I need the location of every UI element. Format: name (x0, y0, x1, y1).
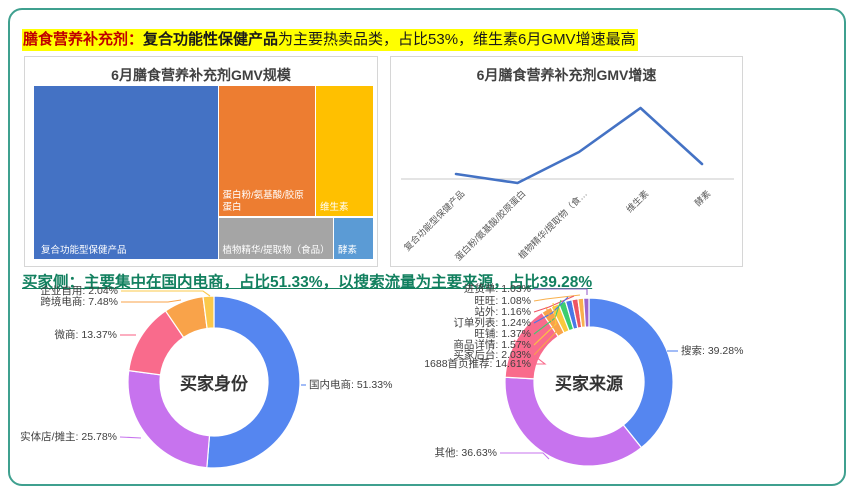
slice-label: 订单列表: 1.24% (453, 316, 531, 329)
slice-label: 企业自用: 2.04% (40, 284, 118, 297)
treemap-block: 酵素 (334, 218, 373, 259)
headline-highlight: 膳食营养补充剂：复合功能性保健产品为主要热卖品类，占比53%，维生素6月GMV增… (22, 29, 638, 51)
treemap-block: 植物精华/提取物（食品） (218, 218, 333, 259)
slice-label: 进货单: 1.03% (463, 282, 531, 295)
headline-rest: 为主要热卖品类，占比53%，维生素6月GMV增速最高 (278, 31, 636, 48)
slice-label: 买家后台: 2.03% (453, 348, 531, 361)
treemap-block: 复合功能型保健产品 (34, 86, 218, 259)
gmv-growth-line (454, 106, 704, 185)
slice-label: 国内电商: 51.33% (309, 378, 393, 391)
line-chart-panel: 6月膳食营养补充剂GMV增速 复合功能型保健产品 蛋白粉/氨基酸/胶原蛋白 植物精华… (390, 56, 743, 267)
headline-gmv-summary: 膳食营养补充剂：复合功能性保健产品为主要热卖品类，占比53%，维生素6月GMV增… (22, 28, 638, 51)
slice-label: 微商: 13.37% (54, 328, 117, 341)
donut-left-center-title: 买家身份 (180, 374, 248, 394)
treemap-block-label: 维生素 (320, 201, 349, 213)
headline-buyer-summary: 买家侧：主要集中在国内电商，占比51.33%，以搜索流量为主要来源，占比39.2… (22, 274, 593, 291)
treemap-panel: 6月膳食营养补充剂GMV规模 复合功能型保健产品 蛋白粉/氨基酸/胶原蛋白 维生素植… (24, 56, 378, 267)
headline-emphasis: 复合功能性保健产品 (143, 31, 279, 48)
treemap-block-label: 蛋白粉/氨基酸/胶原蛋白 (222, 190, 304, 213)
slice-label: 搜索: 39.28% (681, 344, 744, 357)
treemap-block-label: 复合功能型保健产品 (41, 244, 127, 256)
line-chart-svg (401, 106, 734, 185)
treemap-block: 维生素 (316, 86, 373, 216)
slice-label: 商品详情: 1.57% (453, 338, 531, 351)
line-chart-title: 6月膳食营养补充剂GMV增速 (476, 67, 657, 83)
treemap-block-label: 酵素 (338, 244, 358, 256)
treemap-chart: 复合功能型保健产品 蛋白粉/氨基酸/胶原蛋白 维生素植物精华/提取物（食品） 酵素 (25, 57, 377, 266)
slice-label: 1688首页推荐: 14.61% (424, 357, 531, 370)
slice-label: 站外: 1.16% (474, 305, 531, 318)
slice-label: 旺铺: 1.37% (474, 327, 531, 340)
treemap-title: 6月膳食营养补充剂GMV规模 (111, 67, 291, 83)
donut-right-center-title: 买家来源 (555, 374, 623, 394)
treemap-block: 蛋白粉/氨基酸/胶原蛋白 (218, 86, 315, 216)
slice-label: 跨境电商: 7.48% (40, 295, 118, 308)
slice-label: 实体店/摊主: 25.78% (20, 430, 117, 443)
treemap-block-label: 植物精华/提取物（食品） (222, 244, 330, 256)
slice-label: 旺旺: 1.08% (474, 294, 531, 307)
slice-label: 其他: 36.63% (434, 446, 497, 459)
line-chart: 复合功能型保健产品 蛋白粉/氨基酸/胶原蛋白 植物精华/提取物（食… 维生素 酵素 (391, 57, 742, 266)
headline-category-prefix: 膳食营养补充剂： (23, 31, 144, 48)
page-frame: 膳食营养补充剂：复合功能性保健产品为主要热卖品类，占比53%，维生素6月GMV增… (8, 8, 846, 486)
